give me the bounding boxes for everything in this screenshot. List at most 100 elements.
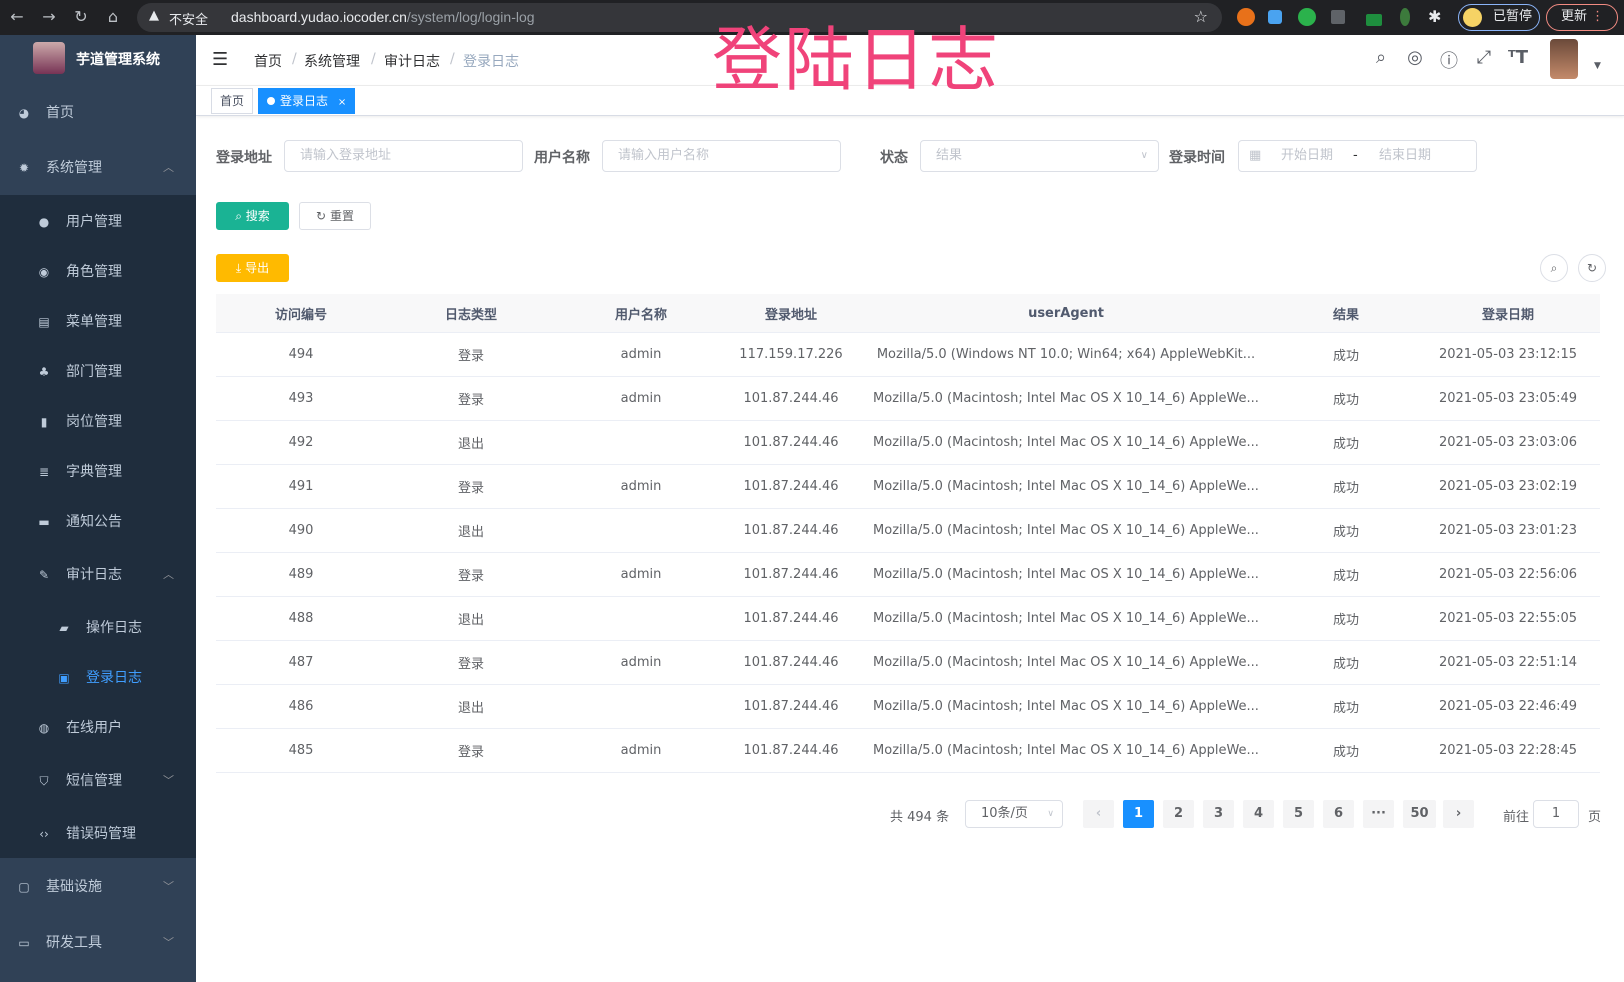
table-row[interactable]: 486 退出 101.87.244.46 Mozilla/5.0 (Macintosh… (216, 685, 1600, 729)
date-range-picker[interactable]: ▦ 开始日期 - 结束日期 (1238, 140, 1477, 172)
table-row[interactable]: 485 登录 admin 101.87.244.46 Mozilla/5.0 (Maci… (216, 729, 1600, 773)
page-button[interactable]: 50 (1403, 800, 1436, 828)
sidebar-item[interactable]: ▤ 菜单管理 (0, 297, 196, 347)
table-cell: 101.87.244.46 (743, 391, 839, 406)
sidebar-item[interactable]: ▮ 岗位管理 (0, 397, 196, 447)
hamburger-icon[interactable]: ☰ (212, 49, 229, 70)
font-size-icon[interactable]: ᵀT (1507, 47, 1528, 68)
breadcrumb-system[interactable]: 系统管理 (304, 54, 360, 70)
end-date[interactable]: 结束日期 (1379, 148, 1432, 163)
search-button[interactable]: ⌕ 搜索 (216, 202, 289, 230)
sidebar-item[interactable]: ≣ 字典管理 (0, 447, 196, 497)
github-icon[interactable]: ◎ (1407, 47, 1423, 68)
table-row[interactable]: 494 登录 admin 117.159.17.226 Mozilla/5.0 (Win… (216, 333, 1600, 377)
placeholder: 请输入用户名称 (618, 148, 710, 163)
export-button[interactable]: ⤓ 导出 (216, 254, 289, 282)
reset-button[interactable]: ↻ 重置 (299, 202, 371, 230)
start-date[interactable]: 开始日期 (1281, 148, 1334, 163)
page-button[interactable]: 1 (1123, 800, 1154, 828)
page-button[interactable]: 5 (1283, 800, 1314, 828)
sidebar-item[interactable]: ◉ 角色管理 (0, 247, 196, 297)
page-button[interactable]: 2 (1163, 800, 1194, 828)
caret-down-icon[interactable]: ▼ (1594, 61, 1601, 71)
table-row[interactable]: 491 登录 admin 101.87.244.46 Mozilla/5.0 (Maci… (216, 465, 1600, 509)
reload-icon[interactable]: ↻ (74, 7, 88, 26)
update-button[interactable]: 更新 ⋮ (1546, 4, 1618, 31)
app-title: 芋道管理系统 (76, 52, 160, 68)
table-cell: 成功 (1332, 569, 1359, 584)
back-icon[interactable]: ← (10, 7, 24, 26)
table-row[interactable]: 487 登录 admin 101.87.244.46 Mozilla/5.0 (Maci… (216, 641, 1600, 685)
sidebar-item[interactable]: ◕ 首页 (0, 88, 196, 138)
page-button[interactable]: 3 (1203, 800, 1234, 828)
more-pages-button[interactable]: ··· (1363, 800, 1394, 828)
chevron-up-icon: ︿ (163, 161, 174, 174)
table-row[interactable]: 492 退出 101.87.244.46 Mozilla/5.0 (Macintosh… (216, 421, 1600, 465)
table-cell: 2021-05-03 23:02:19 (1438, 479, 1578, 494)
forward-icon[interactable]: → (42, 7, 56, 26)
chevron-down-icon: ﹀ (163, 936, 174, 949)
address-input[interactable]: 请输入登录地址 (284, 140, 523, 172)
sidebar-item[interactable]: ▢ 基础设施 ﹀ (0, 862, 196, 912)
extension-icon[interactable] (1268, 10, 1282, 24)
table-row[interactable]: 489 登录 admin 101.87.244.46 Mozilla/5.0 (Maci… (216, 553, 1600, 597)
sidebar-item[interactable]: ✹ 系统管理 ︿ (0, 143, 196, 193)
sidebar-item[interactable]: ▬ 通知公告 (0, 497, 196, 547)
address-bar[interactable]: ▲ 不安全 dashboard.yudao.iocoder.cn/system/… (137, 3, 1222, 32)
breadcrumb-separator: / (450, 51, 455, 67)
prev-page-button[interactable]: ‹ (1083, 800, 1114, 828)
sidebar-item[interactable]: ♣ 部门管理 (0, 347, 196, 397)
tag-login-log[interactable]: 登录日志 × (258, 88, 356, 114)
sidebar-item[interactable]: ✎ 审计日志 ︿ (0, 550, 196, 600)
page-button[interactable]: 4 (1243, 800, 1274, 828)
goto-page-input[interactable]: 1 (1533, 800, 1579, 828)
puzzle-icon[interactable]: ✱ (1428, 7, 1442, 26)
table-cell: 2021-05-03 23:03:06 (1438, 435, 1578, 450)
sidebar-item[interactable]: ● 用户管理 (0, 197, 196, 247)
sidebar-item[interactable]: ▭ 研发工具 ﹀ (0, 918, 196, 968)
next-page-button[interactable]: › (1443, 800, 1474, 828)
refresh-button[interactable]: ↻ (1578, 254, 1606, 282)
table-cell: admin (620, 391, 662, 406)
chevron-down-icon: ﹀ (163, 774, 174, 787)
toggle-search-button[interactable]: ⌕ (1540, 254, 1568, 282)
column-header: 日志类型 (444, 307, 497, 323)
help-icon[interactable]: ⓘ (1440, 51, 1458, 72)
sidebar-item[interactable]: ‹› 错误码管理 (0, 809, 196, 859)
log-icon: ✎ (38, 568, 50, 582)
table-cell: admin (620, 655, 662, 670)
fullscreen-icon[interactable]: ⤢ (1476, 47, 1492, 68)
extension-icon[interactable] (1400, 8, 1410, 26)
user-avatar[interactable] (1550, 39, 1578, 79)
sidebar-item-label: 首页 (46, 105, 74, 121)
close-icon[interactable]: × (337, 97, 347, 108)
home-icon[interactable]: ⌂ (107, 7, 119, 26)
sidebar-item[interactable]: ⛉ 短信管理 ﹀ (0, 756, 196, 806)
username-input[interactable]: 请输入用户名称 (602, 140, 841, 172)
table-cell: Mozilla/5.0 (Macintosh; Intel Mac OS X 1… (873, 655, 1259, 670)
extension-icon[interactable] (1331, 10, 1345, 24)
tag-home[interactable]: 首页 (211, 88, 254, 114)
extension-icon[interactable] (1298, 8, 1316, 26)
sidebar-item-label: 操作日志 (86, 620, 142, 636)
url-text[interactable]: dashboard.yudao.iocoder.cn/system/log/lo… (231, 9, 535, 25)
table-row[interactable]: 488 退出 101.87.244.46 Mozilla/5.0 (Macintosh… (216, 597, 1600, 641)
sidebar-item[interactable]: ▰ 操作日志 (0, 603, 196, 653)
sidebar-item-label: 系统管理 (46, 160, 102, 176)
table-row[interactable]: 490 退出 101.87.244.46 Mozilla/5.0 (Macintosh… (216, 509, 1600, 553)
url-path: /system/log/login-log (406, 9, 535, 25)
search-icon[interactable]: ⌕ (1375, 47, 1387, 68)
column-header: 访问编号 (274, 307, 327, 323)
sidebar-item[interactable]: ▣ 登录日志 (0, 653, 196, 703)
bookmark-star-icon[interactable]: ☆ (1193, 7, 1208, 26)
status-select[interactable]: 结果 ∨ (920, 140, 1159, 172)
page-button[interactable]: 6 (1323, 800, 1354, 828)
breadcrumb-audit[interactable]: 审计日志 (384, 54, 440, 70)
sidebar-item[interactable]: ◍ 在线用户 (0, 703, 196, 753)
extension-icon[interactable] (1366, 14, 1382, 26)
table-row[interactable]: 493 登录 admin 101.87.244.46 Mozilla/5.0 (Maci… (216, 377, 1600, 421)
profile-button[interactable]: 已暂停 (1458, 4, 1540, 31)
extension-icon[interactable] (1237, 8, 1255, 26)
breadcrumb-home[interactable]: 首页 (254, 54, 282, 70)
page-size-select[interactable]: 10条/页 ∨ (965, 800, 1063, 828)
